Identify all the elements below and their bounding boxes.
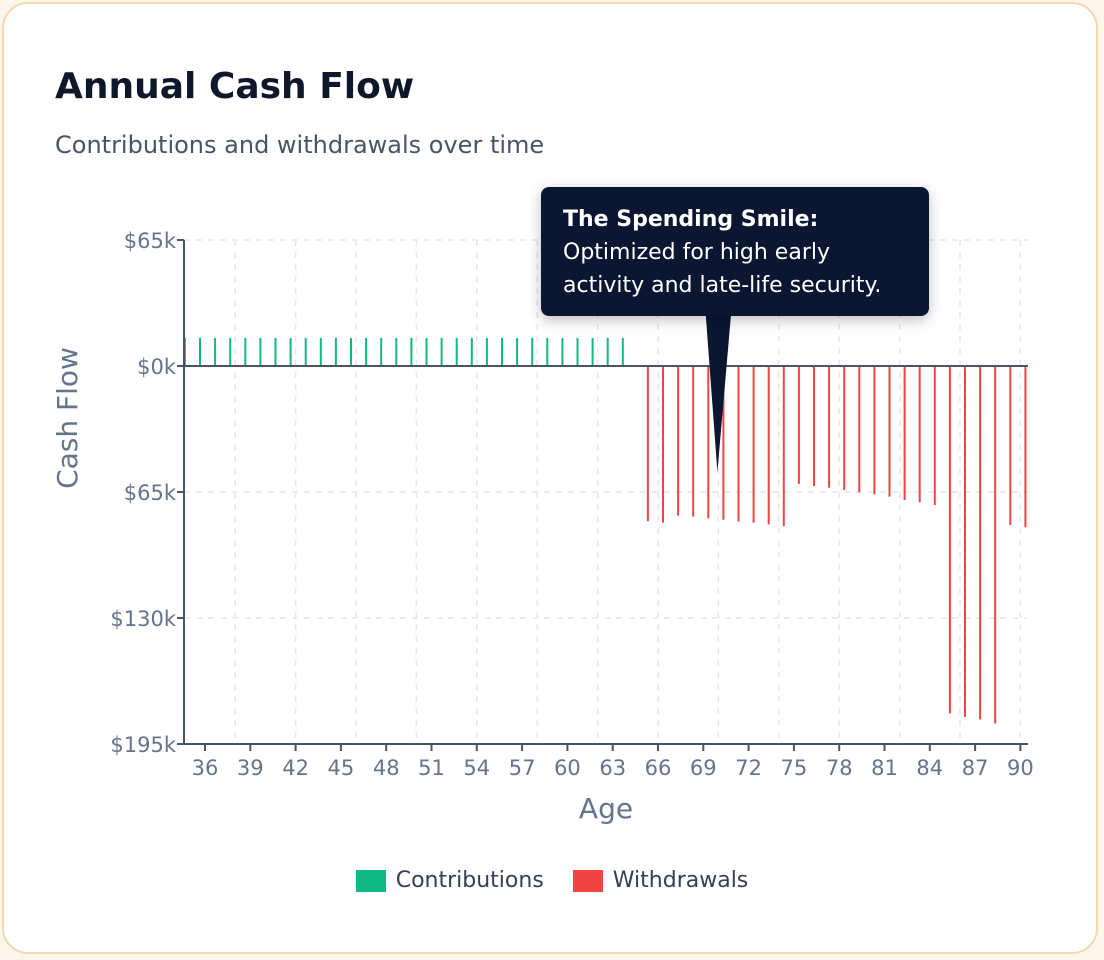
x-tick-label: 36 (192, 756, 219, 780)
x-tick-label: 63 (599, 756, 626, 780)
x-tick-label: 75 (781, 756, 808, 780)
x-tick-label: 51 (418, 756, 445, 780)
x-tick-label: 69 (690, 756, 717, 780)
legend-item-withdrawals[interactable]: Withdrawals (572, 868, 749, 893)
tooltip-pointer (705, 310, 732, 472)
chart-title: Annual Cash Flow (55, 66, 415, 107)
legend-label: Withdrawals (612, 868, 749, 893)
x-tick-label: 57 (509, 756, 536, 780)
x-tick-label: 42 (282, 756, 309, 780)
x-tick-label: 90 (1007, 756, 1034, 780)
chart-subtitle: Contributions and withdrawals over time (55, 131, 545, 159)
contributions-swatch (355, 869, 386, 892)
annotation-tooltip: The Spending Smile: Optimized for high e… (541, 187, 929, 316)
y-tick-label: $65k (124, 229, 177, 253)
x-tick-label: 78 (826, 756, 853, 780)
x-tick-label: 84 (916, 756, 943, 780)
withdrawals-swatch (572, 869, 603, 892)
y-axis-label: Cash Flow (51, 347, 84, 489)
tooltip-heading: The Spending Smile: (563, 207, 819, 232)
x-tick-label: 72 (735, 756, 762, 780)
x-tick-label: 66 (645, 756, 672, 780)
x-tick-label: 45 (328, 756, 355, 780)
x-tick-label: 60 (554, 756, 581, 780)
x-tick-label: 39 (237, 756, 264, 780)
legend-label: Contributions (395, 868, 544, 893)
x-tick-label: 87 (962, 756, 989, 780)
legend: Contributions Withdrawals (0, 868, 1104, 898)
y-tick-label: $65k (124, 481, 177, 505)
y-tick-label: $130k (110, 607, 176, 631)
legend-item-contributions[interactable]: Contributions (355, 868, 544, 893)
y-tick-label: $195k (110, 733, 176, 757)
x-tick-label: 81 (871, 756, 898, 780)
y-tick-label: $0k (137, 355, 177, 379)
x-axis-label: Age (579, 792, 633, 825)
x-tick-label: 48 (373, 756, 400, 780)
tooltip-body: Optimized for high early activity and la… (563, 240, 882, 298)
x-tick-label: 54 (463, 756, 490, 780)
